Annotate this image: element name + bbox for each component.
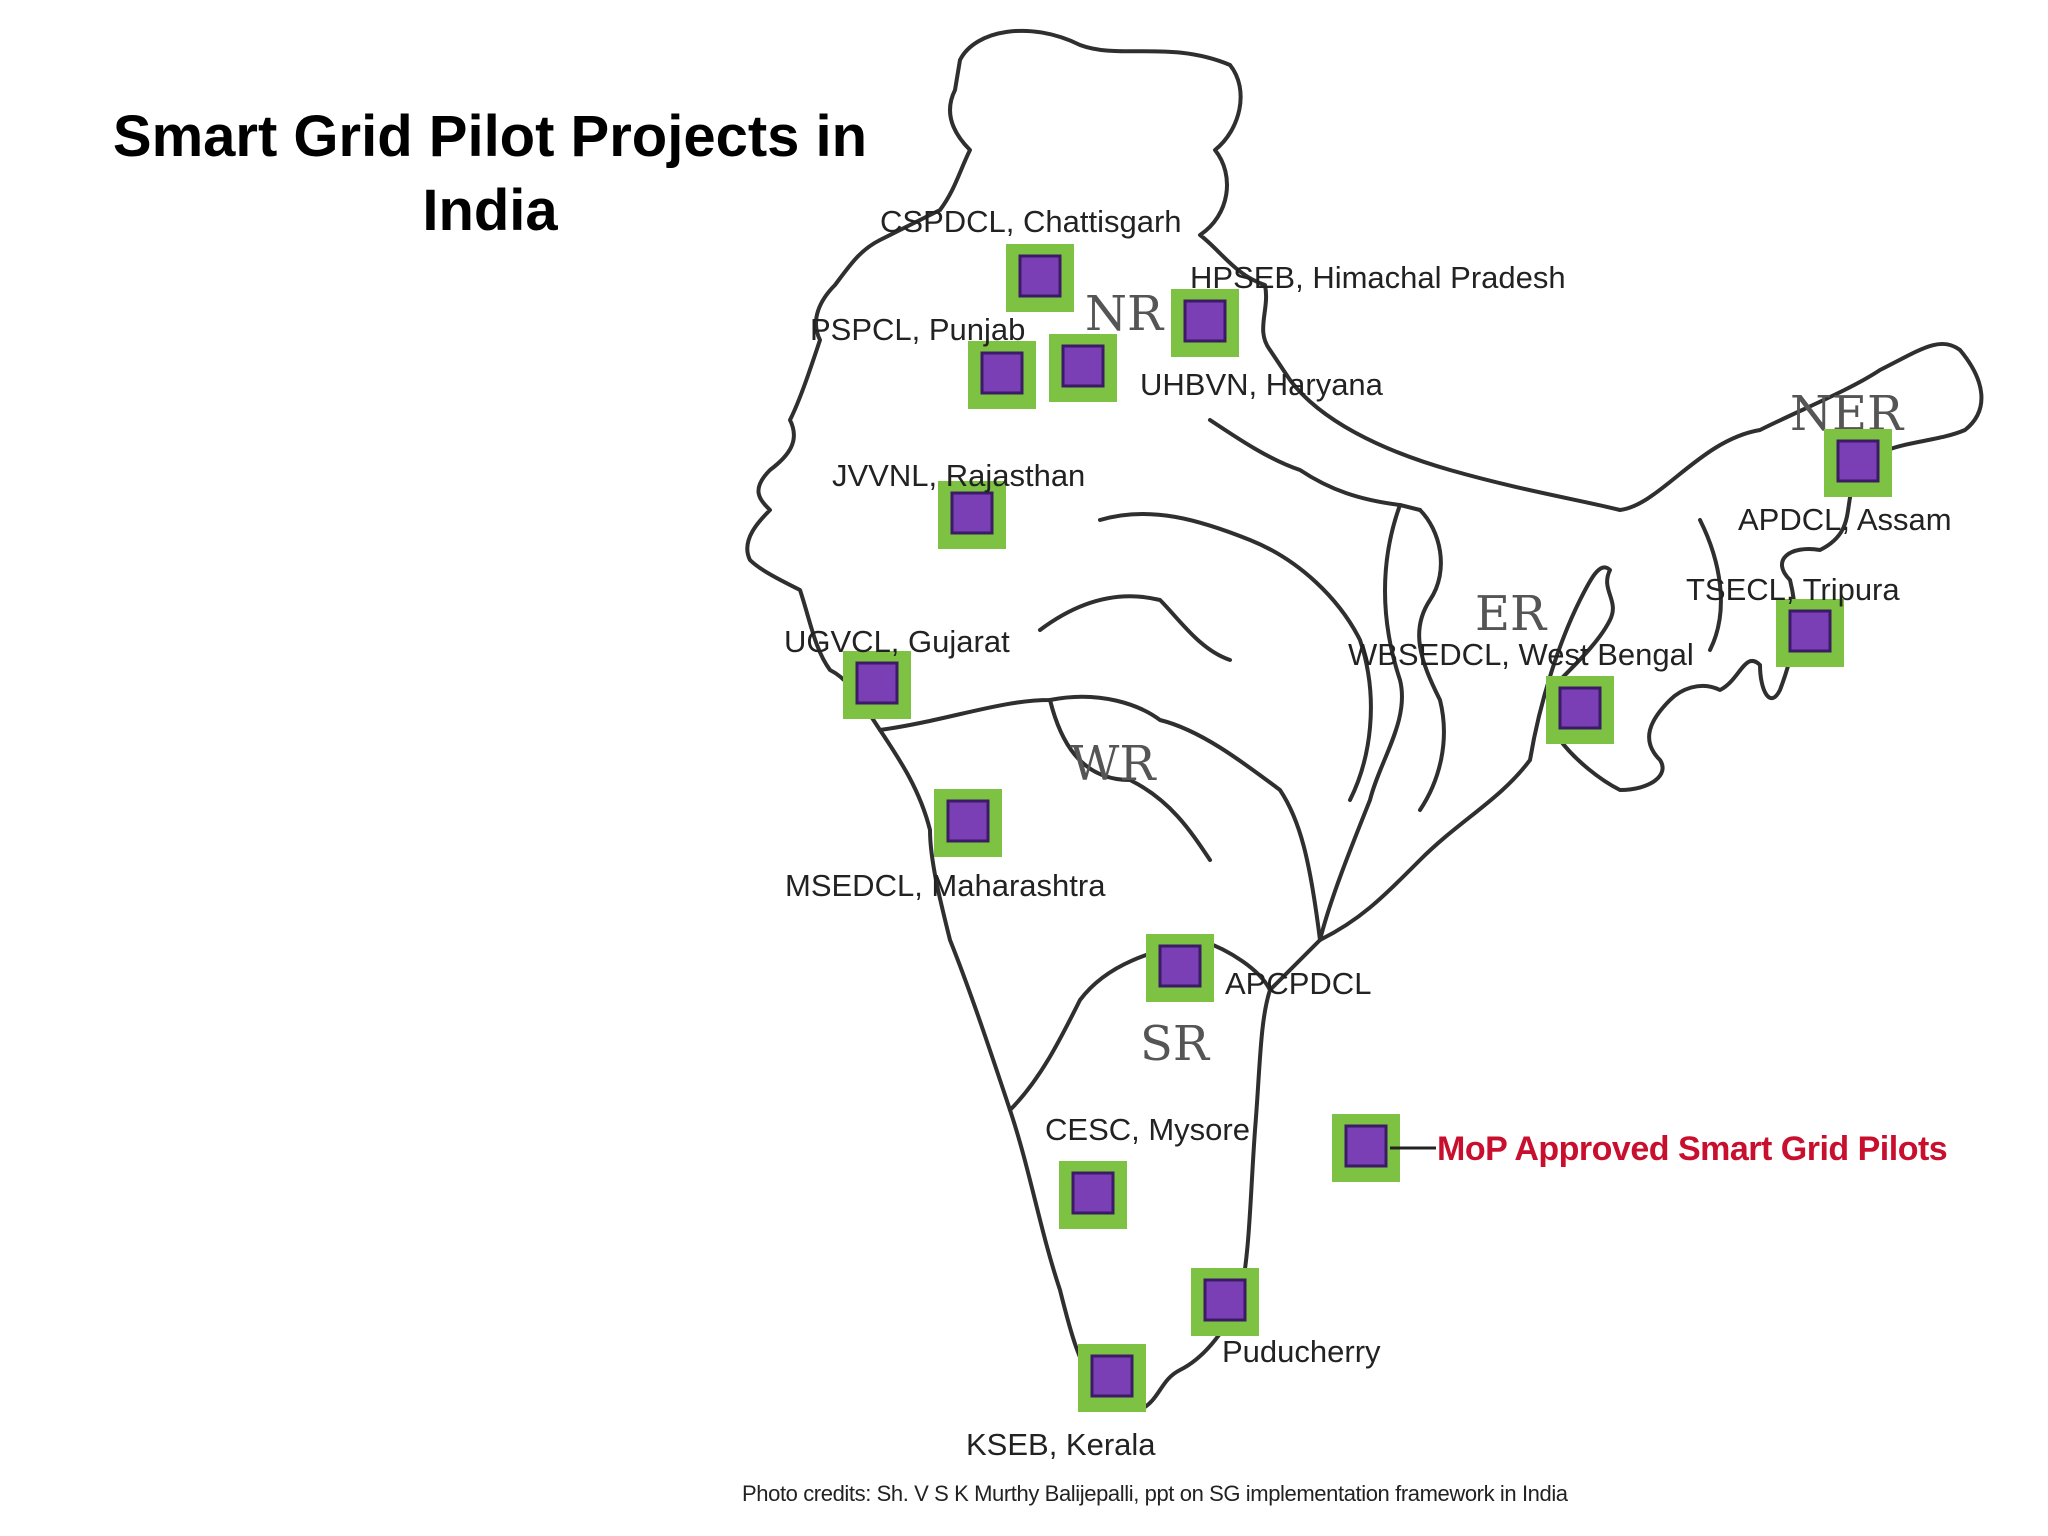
legend-label: MoP Approved Smart Grid Pilots [1437, 1130, 1947, 1168]
pilot-marker-tsecl-core [1788, 609, 1832, 653]
pilot-label-msedcl: MSEDCL, Maharashtra [785, 868, 1106, 903]
photo-credit: Photo credits: Sh. V S K Murthy Balijepa… [742, 1481, 1568, 1506]
legend-marker-core [1344, 1124, 1388, 1168]
pilot-marker-wbsedcl-core [1558, 686, 1602, 730]
pilot-marker-apcpdcl-core [1158, 944, 1202, 988]
pilot-label-jvvnl: JVVNL, Rajasthan [832, 458, 1085, 493]
pilot-marker-hpseb[interactable] [1171, 289, 1239, 357]
pilot-label-hpseb: HPSEB, Himachal Pradesh [1190, 260, 1566, 295]
pilot-label-wbsedcl: WBSEDCL, West Bengal [1348, 637, 1694, 672]
legend: MoP Approved Smart Grid Pilots [1332, 1114, 1948, 1182]
pilot-label-apcpdcl: APCPDCL [1225, 966, 1371, 1001]
pilot-marker-ugvcl-core [855, 661, 899, 705]
pilot-marker-jvvnl[interactable] [938, 481, 1006, 549]
region-label-nr: NR [1085, 286, 1165, 342]
pilot-marker-msedcl-core [946, 799, 990, 843]
region-label-er: ER [1475, 586, 1548, 642]
legend-marker-icon [1332, 1114, 1400, 1182]
pilot-label-kseb: KSEB, Kerala [966, 1427, 1156, 1462]
pilot-marker-puducherry-core [1203, 1278, 1247, 1322]
pilot-marker-uhbvn-core [1061, 344, 1105, 388]
pilot-marker-kseb[interactable] [1078, 1344, 1146, 1412]
pilot-marker-jvvnl-core [950, 491, 994, 535]
pilot-marker-kseb-core [1090, 1354, 1134, 1398]
pilot-label-uhbvn: UHBVN, Haryana [1140, 367, 1384, 402]
pilot-marker-msedcl[interactable] [934, 789, 1002, 857]
pilot-label-apdcl: APDCL, Assam [1738, 502, 1952, 537]
country-outline [745, 28, 1984, 1412]
pilot-label-pspcl: PSPCL, Punjab [810, 312, 1025, 347]
pilot-marker-ugvcl[interactable] [843, 651, 911, 719]
pilot-label-puducherry: Puducherry [1222, 1334, 1381, 1369]
pilot-marker-apdcl-core [1836, 439, 1880, 483]
pilot-label-cesc: CESC, Mysore [1045, 1112, 1250, 1147]
pilot-marker-hpseb-core [1183, 299, 1227, 343]
pilot-marker-puducherry[interactable] [1191, 1268, 1259, 1336]
title-line-1: Smart Grid Pilot Projects in [112, 104, 868, 169]
pilot-marker-uhbvn[interactable] [1049, 334, 1117, 402]
pilot-marker-pspcl[interactable] [968, 341, 1036, 409]
region-label-sr: SR [1140, 1016, 1211, 1072]
pilot-marker-cesc-core [1071, 1171, 1115, 1215]
pilot-marker-cspdcl[interactable] [1006, 244, 1074, 312]
legend-marker[interactable] [1332, 1114, 1400, 1182]
pilot-marker-tsecl[interactable] [1776, 599, 1844, 667]
region-label-wr: WR [1070, 736, 1157, 792]
title-line-2: India [422, 178, 558, 243]
pilot-marker-cspdcl-core [1018, 254, 1062, 298]
pilot-label-cspdcl: CSPDCL, Chattisgarh [880, 204, 1182, 239]
pilot-marker-cesc[interactable] [1059, 1161, 1127, 1229]
pilot-label-ugvcl: UGVCL, Gujarat [784, 624, 1010, 659]
pilot-marker-apdcl[interactable] [1824, 429, 1892, 497]
page-title: Smart Grid Pilot Projects in India [70, 100, 910, 248]
pilot-marker-apcpdcl[interactable] [1146, 934, 1214, 1002]
pilot-marker-pspcl-core [980, 351, 1024, 395]
pilot-label-tsecl: TSECL, Tripura [1686, 572, 1900, 607]
pilot-marker-wbsedcl[interactable] [1546, 676, 1614, 744]
